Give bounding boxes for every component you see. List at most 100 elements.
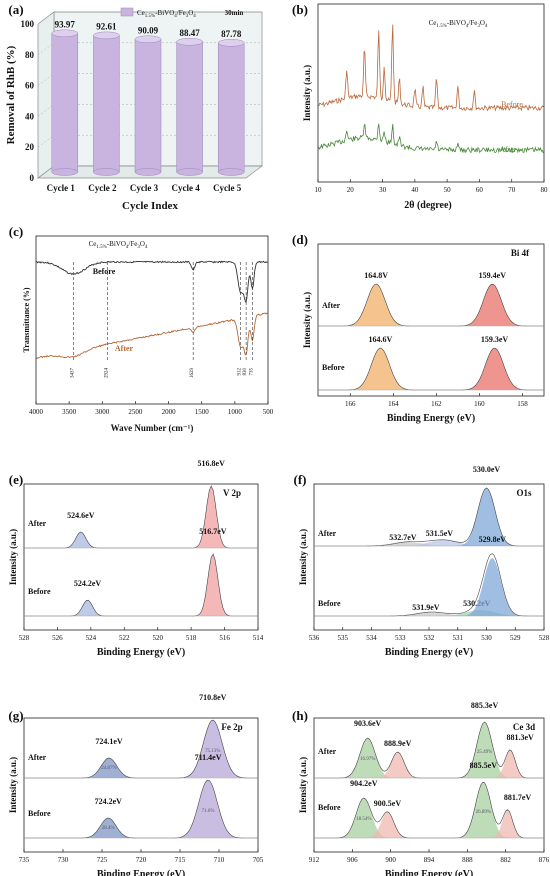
x-tick-label: 3000 <box>95 408 110 416</box>
x-tick-label: 50 <box>444 186 452 194</box>
peak-label: 531.9eV <box>412 603 440 612</box>
x-tick-label: 906 <box>347 856 358 864</box>
x-tick-label: 530 <box>481 634 492 642</box>
peak-fill <box>24 720 258 778</box>
x-axis-title: Binding Energy (eV) <box>97 647 185 658</box>
peak-label: 530.0eV <box>473 465 501 474</box>
x-tick-label: 520 <box>152 634 163 642</box>
area-label: 18.54% <box>356 817 371 822</box>
peak-label: 530.2eV <box>463 599 491 608</box>
x-tick-label: 158 <box>517 400 528 408</box>
ftir-before-trace <box>35 260 268 304</box>
peak-annotation: 3437 <box>70 368 75 379</box>
grid-line <box>37 11 55 25</box>
peak-fill <box>24 532 258 548</box>
x-tick-label: 514 <box>253 634 264 642</box>
x-tick-label: 531 <box>453 634 464 642</box>
x-axis-title: Binding Energy (eV) <box>97 869 185 876</box>
panel-title: Bi 4f <box>511 248 530 258</box>
peak-fill <box>24 780 258 838</box>
peak-label: 904.2eV <box>350 779 378 788</box>
panel-label: (b) <box>292 2 308 17</box>
grid-line <box>37 42 55 55</box>
peak-fill <box>318 284 544 326</box>
peak-label: 531.5eV <box>426 529 454 538</box>
x-tick-label: 10 <box>315 186 323 194</box>
panel-title: V 2p <box>223 488 241 498</box>
x-tick-label: 730 <box>58 856 69 864</box>
time-annotation: 30min <box>225 9 244 17</box>
series-label: After <box>28 753 47 762</box>
ftir-after-trace <box>35 312 268 360</box>
bar-base <box>93 168 120 176</box>
xrd-before-trace <box>317 24 545 112</box>
legend-label: Ce1.5%-BiVO4/Fe3O4 <box>137 9 196 19</box>
peak-label: 881.3eV <box>506 733 534 742</box>
x-tick-label: 528 <box>539 634 550 642</box>
series-label: Before <box>318 599 341 608</box>
peak-fill <box>24 554 258 616</box>
y-tick-label: 60 <box>25 81 35 91</box>
x-tick-label: 60 <box>476 186 484 194</box>
peak-annotation: 1629 <box>190 368 195 379</box>
envelope-trace <box>24 553 258 617</box>
grid-line <box>37 165 55 179</box>
x-tick-label: 720 <box>136 856 147 864</box>
panel-title: Fe 2p <box>221 722 242 732</box>
peak-label: 885.3eV <box>471 701 499 710</box>
x-tick-label: 70 <box>508 186 516 194</box>
x-tick-label: 715 <box>175 856 186 864</box>
peak-fill <box>314 782 544 838</box>
x-tick-label: 882 <box>500 856 511 864</box>
series-label: After <box>322 301 341 310</box>
x-tick-label: 30 <box>379 186 387 194</box>
peak-fill <box>318 284 544 326</box>
x-tick-label: 912 <box>309 856 320 864</box>
y-tick-label: 40 <box>25 111 35 121</box>
x-tick-label: 528 <box>19 634 30 642</box>
bar-top <box>176 38 203 46</box>
series-label-after: After <box>115 344 134 353</box>
y-tick-label: 80 <box>25 50 35 60</box>
x-tick-label: 888 <box>462 856 473 864</box>
x-axis-title: Cycle Index <box>122 200 178 212</box>
area-label: 75.13% <box>205 749 220 754</box>
y-tick-label: 20 <box>25 142 35 152</box>
x-tick-label: 80 <box>541 186 549 194</box>
grid-line <box>37 104 55 117</box>
x-tick-label: Cycle 1 <box>47 183 76 193</box>
x-axis-title: Binding Energy (eV) <box>387 413 475 424</box>
legend-label: Ce1.5%-BiVO4/Fe3O4 <box>89 240 148 250</box>
y-tick-label: 100 <box>21 19 35 29</box>
grid-line <box>37 135 55 148</box>
peak-label: 532.7eV <box>389 533 417 542</box>
bar-value-label: 93.97 <box>55 19 76 29</box>
panel-label: (a) <box>8 2 23 17</box>
x-tick-label: 900 <box>385 856 396 864</box>
x-tick-label: 20 <box>347 186 355 194</box>
peak-fill <box>314 722 544 778</box>
x-tick-label: 4000 <box>29 408 44 416</box>
peak-fill <box>314 558 544 616</box>
x-axis-title: Binding Energy (eV) <box>385 869 473 876</box>
peak-label: 710.8eV <box>199 693 227 702</box>
bar-value-label: 92.61 <box>96 21 117 31</box>
peak-label: 164.8V <box>364 271 388 280</box>
y-axis-title: Intensity (a.u.) <box>298 757 308 813</box>
peak-fill <box>314 798 544 838</box>
bar-value-label: 87.78 <box>221 29 242 39</box>
area-label: 16.97% <box>360 757 375 762</box>
peak-label: 529.8eV <box>479 535 507 544</box>
y-axis-title: Intensity (a.u.) <box>8 529 18 585</box>
x-tick-label: 516 <box>219 634 230 642</box>
grid-line <box>37 73 55 86</box>
y-axis-title: Intensity (a.u.) <box>302 65 312 121</box>
x-tick-label: 536 <box>309 634 320 642</box>
x-tick-label: 725 <box>97 856 108 864</box>
series-label: Before <box>28 587 51 596</box>
area-label: 28.4% <box>102 826 115 831</box>
peak-label: 524.6eV <box>67 511 95 520</box>
area-label: 25.49% <box>477 750 492 755</box>
legend-swatch <box>120 7 134 17</box>
